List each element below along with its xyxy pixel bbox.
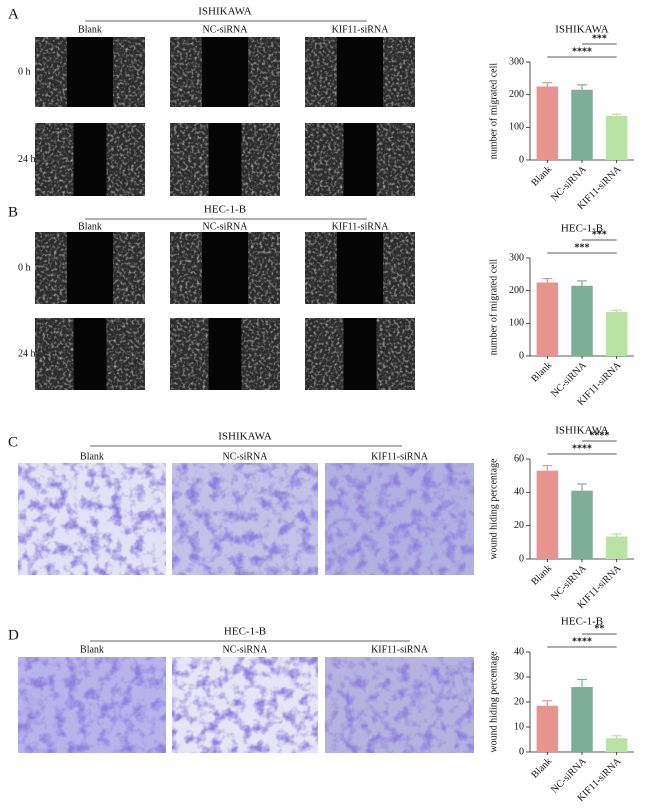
column-label: Blank bbox=[80, 644, 104, 655]
wound-gap bbox=[73, 318, 107, 390]
column-label: KIF11-siRNA bbox=[332, 24, 390, 35]
x-tick-label: Blank bbox=[529, 563, 554, 588]
column-label: KIF11-siRNA bbox=[332, 221, 390, 232]
significance-label: ** bbox=[594, 623, 604, 634]
wound-gap bbox=[66, 232, 114, 304]
column-label: NC-siRNA bbox=[222, 451, 268, 462]
bar bbox=[571, 285, 593, 356]
bar bbox=[536, 86, 559, 160]
micrograph-texture bbox=[325, 657, 474, 753]
significance-label: *** bbox=[592, 33, 607, 44]
y-tick-label: 100 bbox=[509, 318, 524, 329]
y-tick-label: 40 bbox=[514, 646, 524, 657]
y-tick-label: 0 bbox=[519, 746, 524, 757]
y-tick-label: 0 bbox=[519, 154, 524, 165]
column-label: NC-siRNA bbox=[202, 24, 248, 35]
column-label: Blank bbox=[80, 451, 104, 462]
bar bbox=[571, 89, 593, 160]
bar bbox=[605, 738, 628, 752]
x-tick-label: Blank bbox=[529, 756, 554, 781]
y-tick-label: 200 bbox=[509, 89, 524, 100]
bar bbox=[605, 536, 628, 559]
bar bbox=[536, 282, 559, 356]
y-tick-label: 100 bbox=[509, 122, 524, 133]
bar bbox=[536, 705, 559, 752]
chart-title: ISHIKAWA bbox=[555, 24, 609, 36]
row-label: 24 h bbox=[18, 154, 36, 165]
panel-letter: C bbox=[8, 434, 18, 450]
y-tick-label: 0 bbox=[519, 350, 524, 361]
wound-gap bbox=[336, 37, 384, 107]
panel-letter: B bbox=[8, 204, 18, 220]
chart-title: HEC-1-B bbox=[561, 223, 603, 235]
y-tick-label: 20 bbox=[514, 696, 524, 707]
column-label: NC-siRNA bbox=[222, 644, 268, 655]
chart-title: HEC-1-B bbox=[561, 616, 603, 628]
wound-gap bbox=[208, 318, 242, 390]
wound-gap bbox=[73, 123, 107, 196]
y-tick-label: 60 bbox=[514, 453, 524, 464]
wound-gap bbox=[66, 37, 114, 107]
panel-title: ISHIKAWA bbox=[218, 431, 272, 443]
significance-label: **** bbox=[572, 443, 592, 454]
significance-label: **** bbox=[572, 46, 592, 57]
column-label: KIF11-siRNA bbox=[371, 451, 429, 462]
bar bbox=[536, 470, 559, 559]
micrograph-texture bbox=[325, 463, 474, 575]
column-label: NC-siRNA bbox=[202, 221, 248, 232]
y-tick-label: 300 bbox=[509, 56, 524, 67]
panel-title: HEC-1-B bbox=[204, 204, 246, 216]
y-axis-label: number of migrated cell bbox=[488, 63, 499, 160]
bar bbox=[605, 311, 628, 356]
x-tick-label: Blank bbox=[529, 164, 554, 189]
y-axis-label: wound hiding percentage bbox=[488, 458, 499, 560]
y-tick-label: 200 bbox=[509, 285, 524, 296]
y-tick-label: 10 bbox=[514, 721, 524, 732]
micrograph-texture bbox=[18, 657, 166, 753]
wound-gap bbox=[336, 232, 384, 304]
significance-label: **** bbox=[589, 430, 609, 441]
significance-label: **** bbox=[572, 636, 592, 647]
wound-gap bbox=[201, 232, 249, 304]
panel-title: ISHIKAWA bbox=[198, 6, 252, 18]
y-axis-label: number of migrated cell bbox=[488, 259, 499, 356]
panel-title: HEC-1-B bbox=[224, 626, 266, 638]
wound-gap bbox=[201, 37, 249, 107]
micrograph-texture bbox=[18, 463, 166, 575]
wound-gap bbox=[208, 123, 242, 196]
bar bbox=[605, 115, 628, 160]
y-tick-label: 20 bbox=[514, 520, 524, 531]
row-label: 0 h bbox=[18, 262, 31, 273]
significance-label: *** bbox=[575, 242, 590, 253]
bar bbox=[571, 687, 593, 752]
panel-letter: A bbox=[8, 6, 19, 22]
panel-letter: D bbox=[8, 627, 19, 643]
chart-title: ISHIKAWA bbox=[555, 425, 609, 437]
bar bbox=[571, 490, 593, 559]
y-tick-label: 0 bbox=[519, 553, 524, 564]
column-label: KIF11-siRNA bbox=[371, 644, 429, 655]
row-label: 0 h bbox=[18, 66, 31, 77]
wound-gap bbox=[343, 318, 377, 390]
wound-gap bbox=[343, 123, 377, 196]
y-tick-label: 40 bbox=[514, 487, 524, 498]
y-axis-label: wound hiding percentage bbox=[488, 651, 499, 753]
row-label: 24 h bbox=[18, 348, 36, 359]
column-label: Blank bbox=[78, 24, 102, 35]
micrograph-texture bbox=[172, 463, 318, 575]
significance-label: *** bbox=[592, 229, 607, 240]
y-tick-label: 300 bbox=[509, 252, 524, 263]
x-tick-label: Blank bbox=[529, 360, 554, 385]
micrograph-texture bbox=[172, 657, 318, 753]
column-label: Blank bbox=[78, 221, 102, 232]
y-tick-label: 30 bbox=[514, 671, 524, 682]
